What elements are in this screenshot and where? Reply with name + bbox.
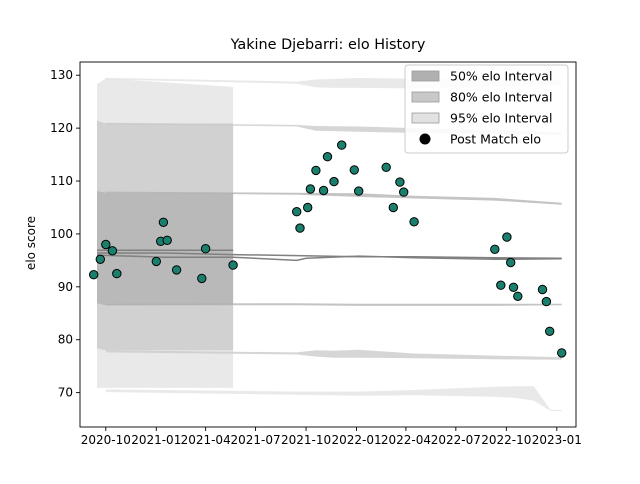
post-match-point-34 — [513, 291, 523, 301]
post-match-point-10 — [197, 273, 207, 284]
y-axis: 70 80 90 100 110 120 130 — [50, 68, 80, 400]
post-match-point-13 — [292, 207, 302, 217]
post-match-point-24 — [381, 162, 391, 173]
interval-band-80-lower-7 — [105, 349, 562, 360]
post-match-point-9 — [171, 265, 182, 275]
post-match-point-12 — [228, 260, 238, 270]
legend-marker-3 — [419, 133, 431, 145]
plot-area — [79, 61, 577, 428]
interval-band-95-lower-8 — [105, 386, 562, 412]
post-match-point-19 — [322, 152, 333, 162]
post-match-point-28 — [409, 217, 419, 227]
post-match-point-22 — [349, 165, 359, 175]
y-tick-label-4: 110 — [50, 174, 73, 188]
x-tick-label-5: 2022-01 — [331, 433, 381, 447]
post-match-point-15 — [303, 202, 313, 213]
x-tick-label-3: 2021-07 — [231, 433, 281, 447]
y-tick-label-3: 100 — [50, 227, 73, 241]
post-match-point-18 — [318, 185, 329, 196]
legend-swatch-0 — [411, 70, 440, 82]
post-match-point-3 — [107, 246, 118, 256]
x-tick-label-4: 2021-10 — [281, 433, 331, 447]
post-match-point-23 — [354, 186, 364, 196]
post-match-point-26 — [395, 177, 405, 187]
interval-band-50--2 — [97, 191, 234, 306]
legend-swatch-2 — [411, 112, 440, 124]
post-match-point-36 — [541, 296, 552, 307]
x-tick-label-1: 2021-01 — [131, 433, 181, 447]
post-match-point-7 — [158, 217, 169, 228]
post-match-point-31 — [502, 232, 512, 242]
post-match-point-27 — [399, 187, 409, 197]
post-match-point-20 — [329, 176, 339, 187]
interval-band-50-lower-6 — [105, 303, 562, 306]
plot-frame — [79, 61, 577, 428]
y-tick-label-5: 120 — [50, 121, 73, 135]
post-match-point-32 — [506, 257, 516, 268]
x-tick-label-8: 2022-10 — [481, 433, 531, 447]
chart-title: Yakine Djebarri: elo History — [230, 37, 426, 53]
y-axis-label: elo score — [24, 216, 38, 270]
x-tick-label-6: 2022-04 — [381, 433, 431, 447]
y-tick-label-0: 70 — [58, 386, 73, 400]
post-match-point-17 — [311, 165, 321, 176]
legend-label-2: 95% elo Interval — [450, 111, 552, 126]
post-match-point-16 — [305, 184, 316, 194]
post-match-point-30 — [496, 280, 506, 290]
legend-label-0: 50% elo Interval — [450, 69, 552, 84]
mean-elo-line-1 — [97, 252, 562, 260]
y-tick-label-6: 130 — [50, 68, 73, 82]
x-tick-label-7: 2022-07 — [431, 433, 481, 447]
post-match-point-29 — [490, 244, 500, 255]
legend-label-3: Post Match elo — [450, 132, 541, 147]
x-axis: 2020-10 2021-01 2021-04 2021-07 2021-10 2022-… — [81, 427, 582, 447]
x-tick-label-0: 2020-10 — [81, 433, 131, 447]
post-match-point-21 — [337, 140, 347, 150]
post-match-point-33 — [508, 282, 519, 292]
post-match-point-1 — [95, 254, 106, 264]
post-match-point-4 — [112, 268, 122, 279]
interval-band-50-upper-5 — [105, 191, 562, 205]
post-match-point-37 — [545, 326, 555, 336]
x-tick-label-9: 2023-01 — [532, 433, 582, 447]
y-tick-label-1: 80 — [58, 333, 73, 347]
post-match-point-5 — [151, 256, 162, 267]
legend-frame — [404, 64, 569, 154]
legend-label-1: 80% elo Interval — [450, 90, 552, 105]
post-match-point-8 — [162, 235, 172, 246]
post-match-point-25 — [388, 202, 398, 213]
mean-elo-line-2 — [96, 254, 562, 262]
y-tick-label-2: 90 — [58, 280, 73, 294]
post-match-point-38 — [557, 348, 567, 358]
post-match-point-11 — [200, 244, 211, 254]
post-match-point-35 — [537, 284, 548, 295]
post-match-point-2 — [101, 239, 111, 250]
legend-swatch-1 — [411, 91, 440, 103]
post-match-point-14 — [295, 223, 305, 233]
post-match-point-0 — [89, 270, 99, 280]
x-tick-label-2: 2021-04 — [181, 433, 231, 447]
legend: 50% elo Interval 80% elo Interval 95% elo … — [404, 64, 569, 154]
